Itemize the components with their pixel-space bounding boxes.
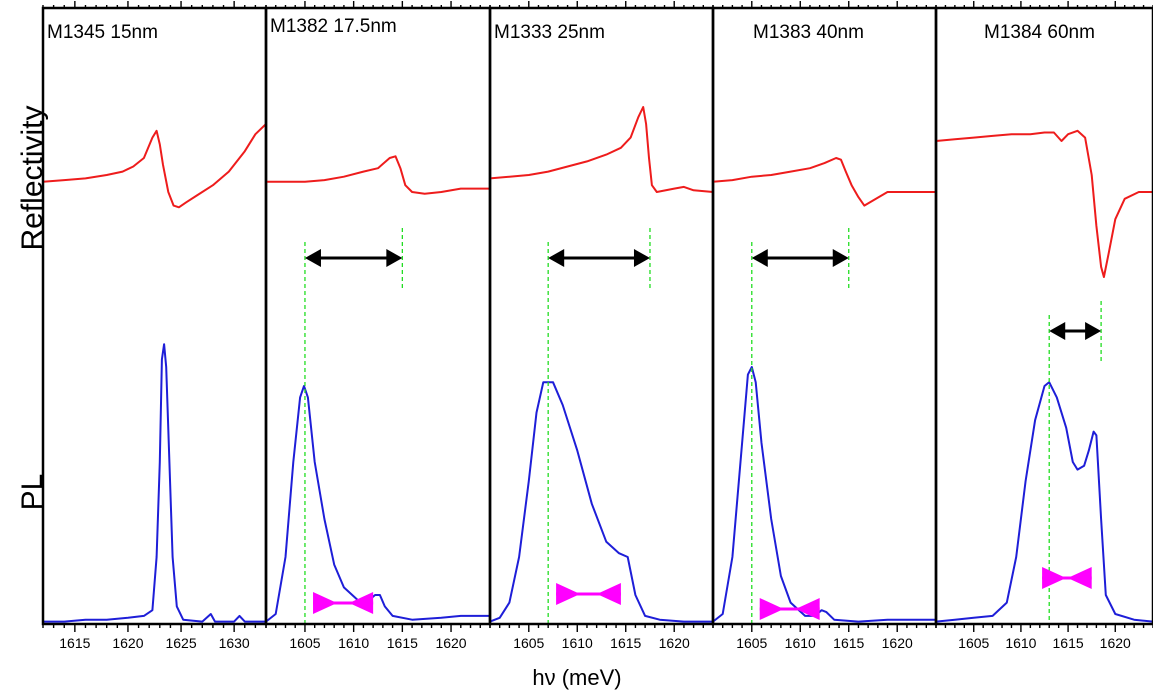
reflectivity-curve — [935, 129, 1153, 278]
x-tick-label: 1620 — [112, 635, 143, 651]
x-tick-label: 1620 — [882, 635, 913, 651]
splitting-arrow-right-head — [1085, 322, 1102, 340]
x-tick-label: 1625 — [165, 635, 196, 651]
x-tick-label: 1620 — [1100, 635, 1131, 651]
x-tick-label: 1615 — [59, 635, 90, 651]
panel-5: 1605 1610 1615 1620 M1384 60nm — [934, 1, 1153, 651]
splitting-arrow-right-head — [386, 249, 403, 267]
pl-curve — [43, 343, 266, 623]
panel-title: M1345 15nm — [47, 22, 158, 43]
panel-frame — [41, 6, 268, 626]
panel-2: 1605 1610 1615 1620 M1382 17.5nm — [264, 1, 492, 651]
x-tick-label: 1605 — [513, 635, 544, 651]
panel-frame — [264, 6, 492, 626]
reflectivity-curve — [489, 106, 714, 193]
x-tick-label: 1615 — [1053, 635, 1084, 651]
x-tick-label: 1605 — [958, 635, 989, 651]
xlabel: hν (meV) — [532, 665, 621, 690]
x-tick-label: 1620 — [435, 635, 466, 651]
x-tick-label: 1615 — [387, 635, 418, 651]
x-tick-label: 1615 — [833, 635, 864, 651]
reflectivity-curve — [42, 123, 267, 209]
x-tick-label: 1605 — [736, 635, 767, 651]
x-tick-label: 1605 — [289, 635, 320, 651]
panel-title: M1333 25nm — [494, 22, 605, 43]
ylabel-pl: PL — [16, 474, 49, 511]
x-tick-label: 1610 — [338, 635, 369, 651]
panel-frame — [934, 6, 1153, 626]
splitting-arrow-left-head — [304, 249, 321, 267]
splitting-arrow-left-head — [1049, 322, 1066, 340]
pl-curve — [935, 381, 1153, 623]
panel-title: M1384 60nm — [984, 22, 1095, 43]
x-tick-label: 1610 — [562, 635, 593, 651]
pl-curve — [265, 385, 490, 623]
splitting-arrow-left-head — [548, 249, 565, 267]
reflectivity-curve — [266, 155, 490, 195]
panel-title: M1382 17.5nm — [270, 16, 397, 37]
x-tick-label: 1610 — [1005, 635, 1036, 651]
panel-4: 1605 1610 1615 1620 M1383 40nm — [711, 1, 938, 651]
x-tick-label: 1620 — [659, 635, 690, 651]
ylabel-reflectivity: Reflectivity — [16, 105, 49, 250]
x-tick-label: 1630 — [219, 635, 250, 651]
pl-curve — [489, 381, 713, 623]
panel-3: 1605 1610 1615 1620 M1333 25nm — [488, 1, 715, 651]
pl-curve — [712, 366, 936, 623]
reflectivity-curve — [712, 157, 936, 207]
panel-title: M1383 40nm — [753, 22, 864, 43]
splitting-arrow-left-head — [751, 249, 768, 267]
x-tick-label: 1615 — [610, 635, 641, 651]
splitting-arrow-right-head — [832, 249, 849, 267]
splitting-arrow-right-head — [633, 249, 650, 267]
x-tick-label: 1610 — [785, 635, 816, 651]
panel-frame — [711, 6, 938, 626]
panel-1: 1615 1620 1625 1630 M1345 15nm — [41, 1, 268, 651]
